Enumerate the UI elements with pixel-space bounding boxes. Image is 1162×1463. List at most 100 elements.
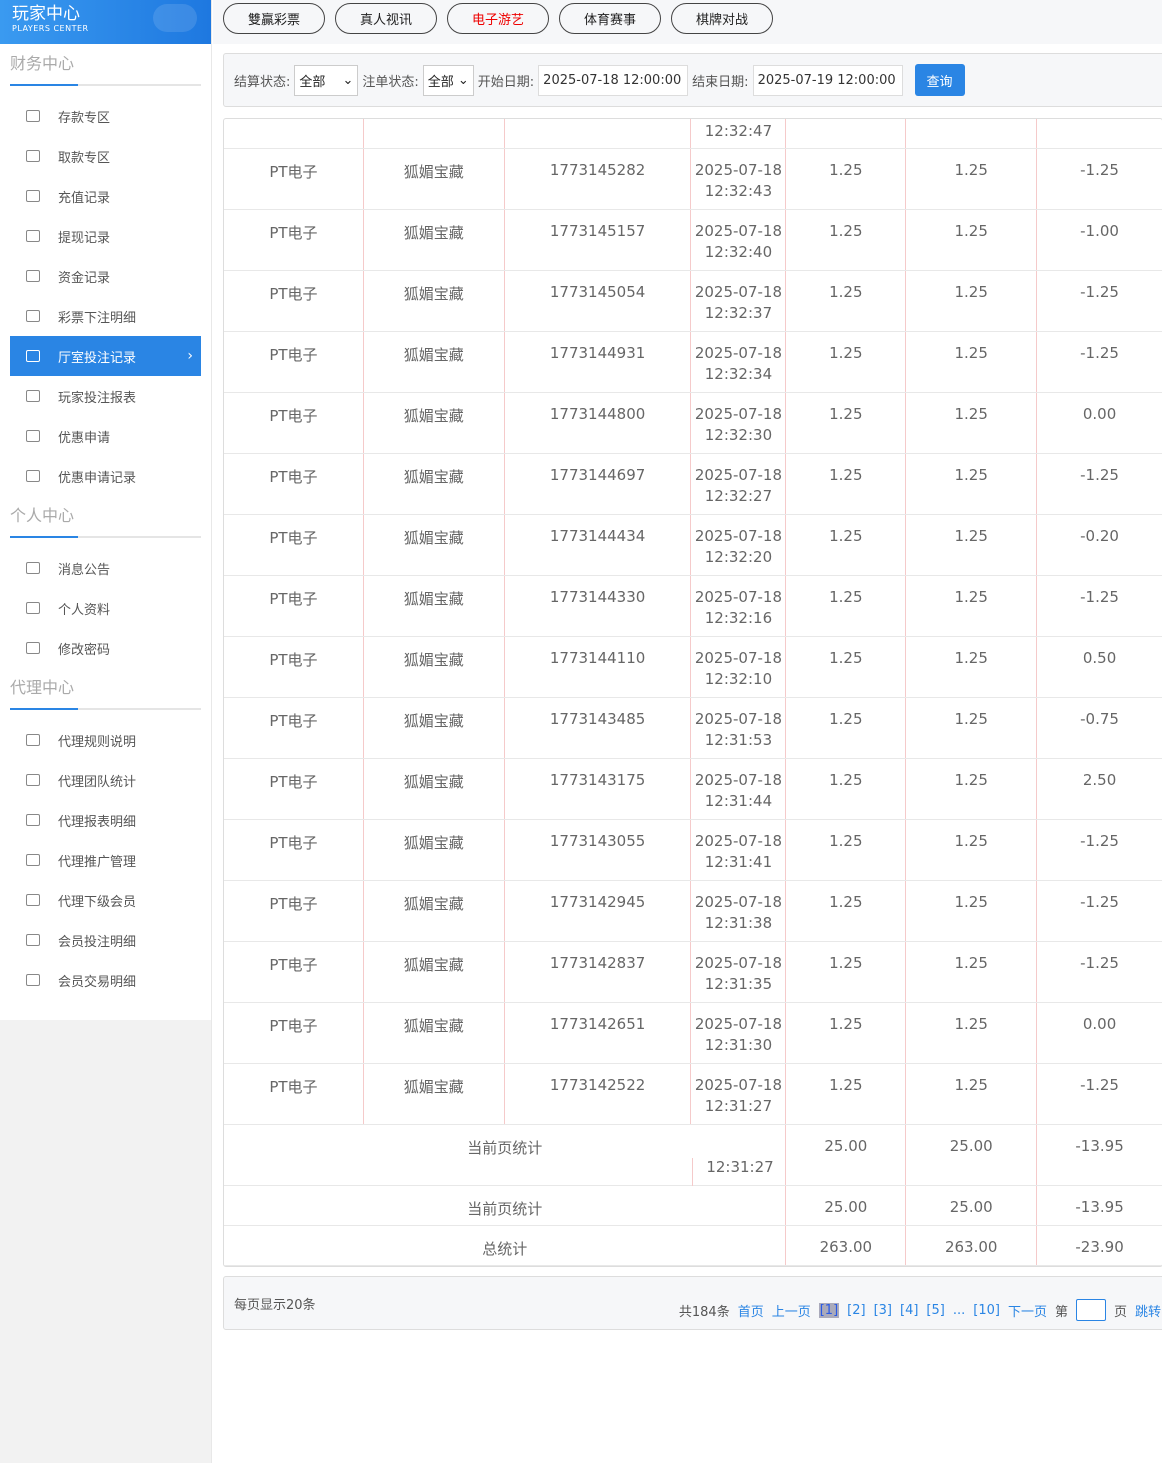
page-link[interactable]: [5] (926, 1302, 945, 1318)
sidebar-item[interactable]: 彩票下注明细 (10, 296, 201, 336)
table-cell: -1.00 (1037, 210, 1162, 270)
cell-text: 1.25 (829, 283, 863, 301)
cell-text: 2025-07-18 (694, 588, 783, 606)
sidebar-item[interactable]: 充值记录 (10, 176, 201, 216)
goto-page-input[interactable] (1075, 1299, 1106, 1321)
sidebar-item[interactable]: 玩家投注报表 (10, 376, 201, 416)
page-link[interactable]: [4] (900, 1302, 919, 1318)
table-cell: 1.25 (906, 637, 1038, 697)
sidebar-item[interactable]: 存款专区 (10, 96, 201, 136)
cell-text: 1.25 (954, 283, 988, 301)
pagination: 每页显示20条 共184条 首页 上一页 [1] [2] [3] [4] [5] ...… (223, 1276, 1162, 1330)
brand-title: 玩家中心 (12, 4, 80, 24)
cell-text: 1.25 (954, 893, 988, 911)
table-cell: 1.25 (906, 515, 1038, 575)
table-cell: 狐媚宝藏 (364, 698, 505, 758)
brand-logo: 玩家中心 PLAYERS CENTER (0, 0, 211, 44)
sidebar-item[interactable]: 消息公告 (10, 548, 201, 588)
cell-text: PT电子 (269, 834, 318, 852)
sidebar-item[interactable]: 优惠申请 (10, 416, 201, 456)
cell-text: 1.25 (829, 344, 863, 362)
prev-page-link[interactable]: 上一页 (771, 1304, 811, 1320)
cell-text: 12:31:38 (704, 914, 773, 932)
cell-text: 2025-07-18 (694, 466, 783, 484)
table-row: PT电子 狐媚宝藏 1773144931 2025-07-18 12:32:34 1.25… (224, 332, 1162, 393)
nav-tab[interactable]: 电子游艺 (447, 3, 549, 34)
cell-text: 12:32:37 (704, 304, 773, 322)
first-page-link[interactable]: 首页 (737, 1304, 764, 1320)
sidebar-item[interactable]: 取款专区 (10, 136, 201, 176)
cell-text: 0.50 (1082, 649, 1117, 667)
cell-text: -1.25 (1080, 344, 1119, 362)
chevron-right-icon: › (187, 348, 193, 364)
per-page-text: 每页显示20条 (234, 1298, 316, 1313)
page-link[interactable]: [2] (847, 1302, 866, 1318)
table-row-grand-total: 总统计 263.00 263.00 -23.90 (224, 1226, 1162, 1266)
table-cell: 2025-07-18 12:32:34 (691, 332, 787, 392)
cell-text: 狐媚宝藏 (403, 468, 464, 486)
nav-tab[interactable]: 雙贏彩票 (223, 3, 325, 34)
page-link[interactable]: [3] (873, 1302, 892, 1318)
query-button[interactable]: 查询 (914, 64, 965, 96)
jump-button[interactable]: 跳转 (1134, 1304, 1161, 1320)
sidebar-item-label: 代理团队统计 (58, 774, 137, 790)
table-cell: 1.25 (786, 637, 907, 697)
table-cell (786, 119, 907, 148)
cell-text: 狐媚宝藏 (403, 224, 464, 242)
table-cell: 1.25 (786, 881, 907, 941)
sidebar-item-label: 代理报表明细 (58, 814, 137, 830)
order-status-select[interactable]: 全部 ⌄ (422, 64, 474, 96)
table-row: PT电子 狐媚宝藏 1773143485 2025-07-18 12:31:53 1.25… (224, 698, 1162, 759)
table-cell: 狐媚宝藏 (364, 149, 505, 209)
sidebar-item[interactable]: 代理下级会员 (10, 880, 201, 920)
sidebar-item[interactable]: 会员投注明细 (10, 920, 201, 960)
sidebar-item[interactable]: 修改密码 (10, 628, 201, 668)
sidebar-item[interactable]: 优惠申请记录 (10, 456, 201, 496)
last-page-link[interactable]: [10] (973, 1302, 1000, 1318)
cell-text: 1773142837 (549, 954, 646, 972)
sidebar-item[interactable]: 资金记录 (10, 256, 201, 296)
table-cell: 2025-07-18 12:32:30 (691, 393, 787, 453)
table-cell: 狐媚宝藏 (364, 393, 505, 453)
cell-text: 1.25 (829, 161, 863, 179)
sidebar-item[interactable]: 代理报表明细 (10, 800, 201, 840)
start-date-input[interactable]: 2025-07-18 12:00:00 (538, 64, 689, 96)
next-page-link[interactable]: 下一页 (1007, 1304, 1047, 1320)
cell-text: 狐媚宝藏 (403, 651, 464, 669)
sidebar-item[interactable]: 代理规则说明 (10, 720, 201, 760)
sidebar-item[interactable]: 个人资料 (10, 588, 201, 628)
menu-item-icon (26, 774, 40, 786)
sidebar-item[interactable]: 厅室投注记录 › (10, 336, 201, 376)
table-row: PT电子 狐媚宝藏 1773144800 2025-07-18 12:32:30 1.25… (224, 393, 1162, 454)
menu-item-icon (26, 110, 40, 122)
sidebar-item[interactable]: 提现记录 (10, 216, 201, 256)
table-cell: 1773145282 (505, 149, 692, 209)
table-cell: 1773144330 (505, 576, 692, 636)
cell-text: 1.25 (954, 710, 988, 728)
settle-status-select[interactable]: 全部 ⌄ (294, 64, 359, 96)
table-cell: 2025-07-18 12:32:16 (691, 576, 787, 636)
cell-text: 12:32:40 (704, 243, 773, 261)
cell-text: 1.25 (954, 588, 988, 606)
table-cell: -1.25 (1037, 454, 1162, 514)
table-cell: 狐媚宝藏 (364, 820, 505, 880)
table-row: PT电子 狐媚宝藏 1773144110 2025-07-18 12:32:10 1.25… (224, 637, 1162, 698)
cell-text: 1.25 (829, 710, 863, 728)
table-cell: PT电子 (224, 576, 364, 636)
cell-text: -0.75 (1080, 710, 1119, 728)
sidebar-item[interactable]: 代理推广管理 (10, 840, 201, 880)
nav-tab[interactable]: 棋牌对战 (671, 3, 773, 34)
cell-text: 1.25 (954, 771, 988, 789)
nav-tab[interactable]: 真人视讯 (335, 3, 437, 34)
nav-tab[interactable]: 体育赛事 (559, 3, 661, 34)
page-link[interactable]: [1] (818, 1302, 840, 1318)
table-cell: 0.50 (1037, 637, 1162, 697)
table-cell: -1.25 (1037, 1064, 1162, 1124)
cell-text: -1.25 (1080, 832, 1119, 850)
cell-text: PT电子 (269, 773, 318, 791)
cell-text: 狐媚宝藏 (403, 712, 464, 730)
sidebar-item[interactable]: 会员交易明细 (10, 960, 201, 1000)
end-date-input[interactable]: 2025-07-19 12:00:00 (752, 64, 903, 96)
sidebar-item[interactable]: 代理团队统计 (10, 760, 201, 800)
menu-item-icon (26, 190, 40, 202)
